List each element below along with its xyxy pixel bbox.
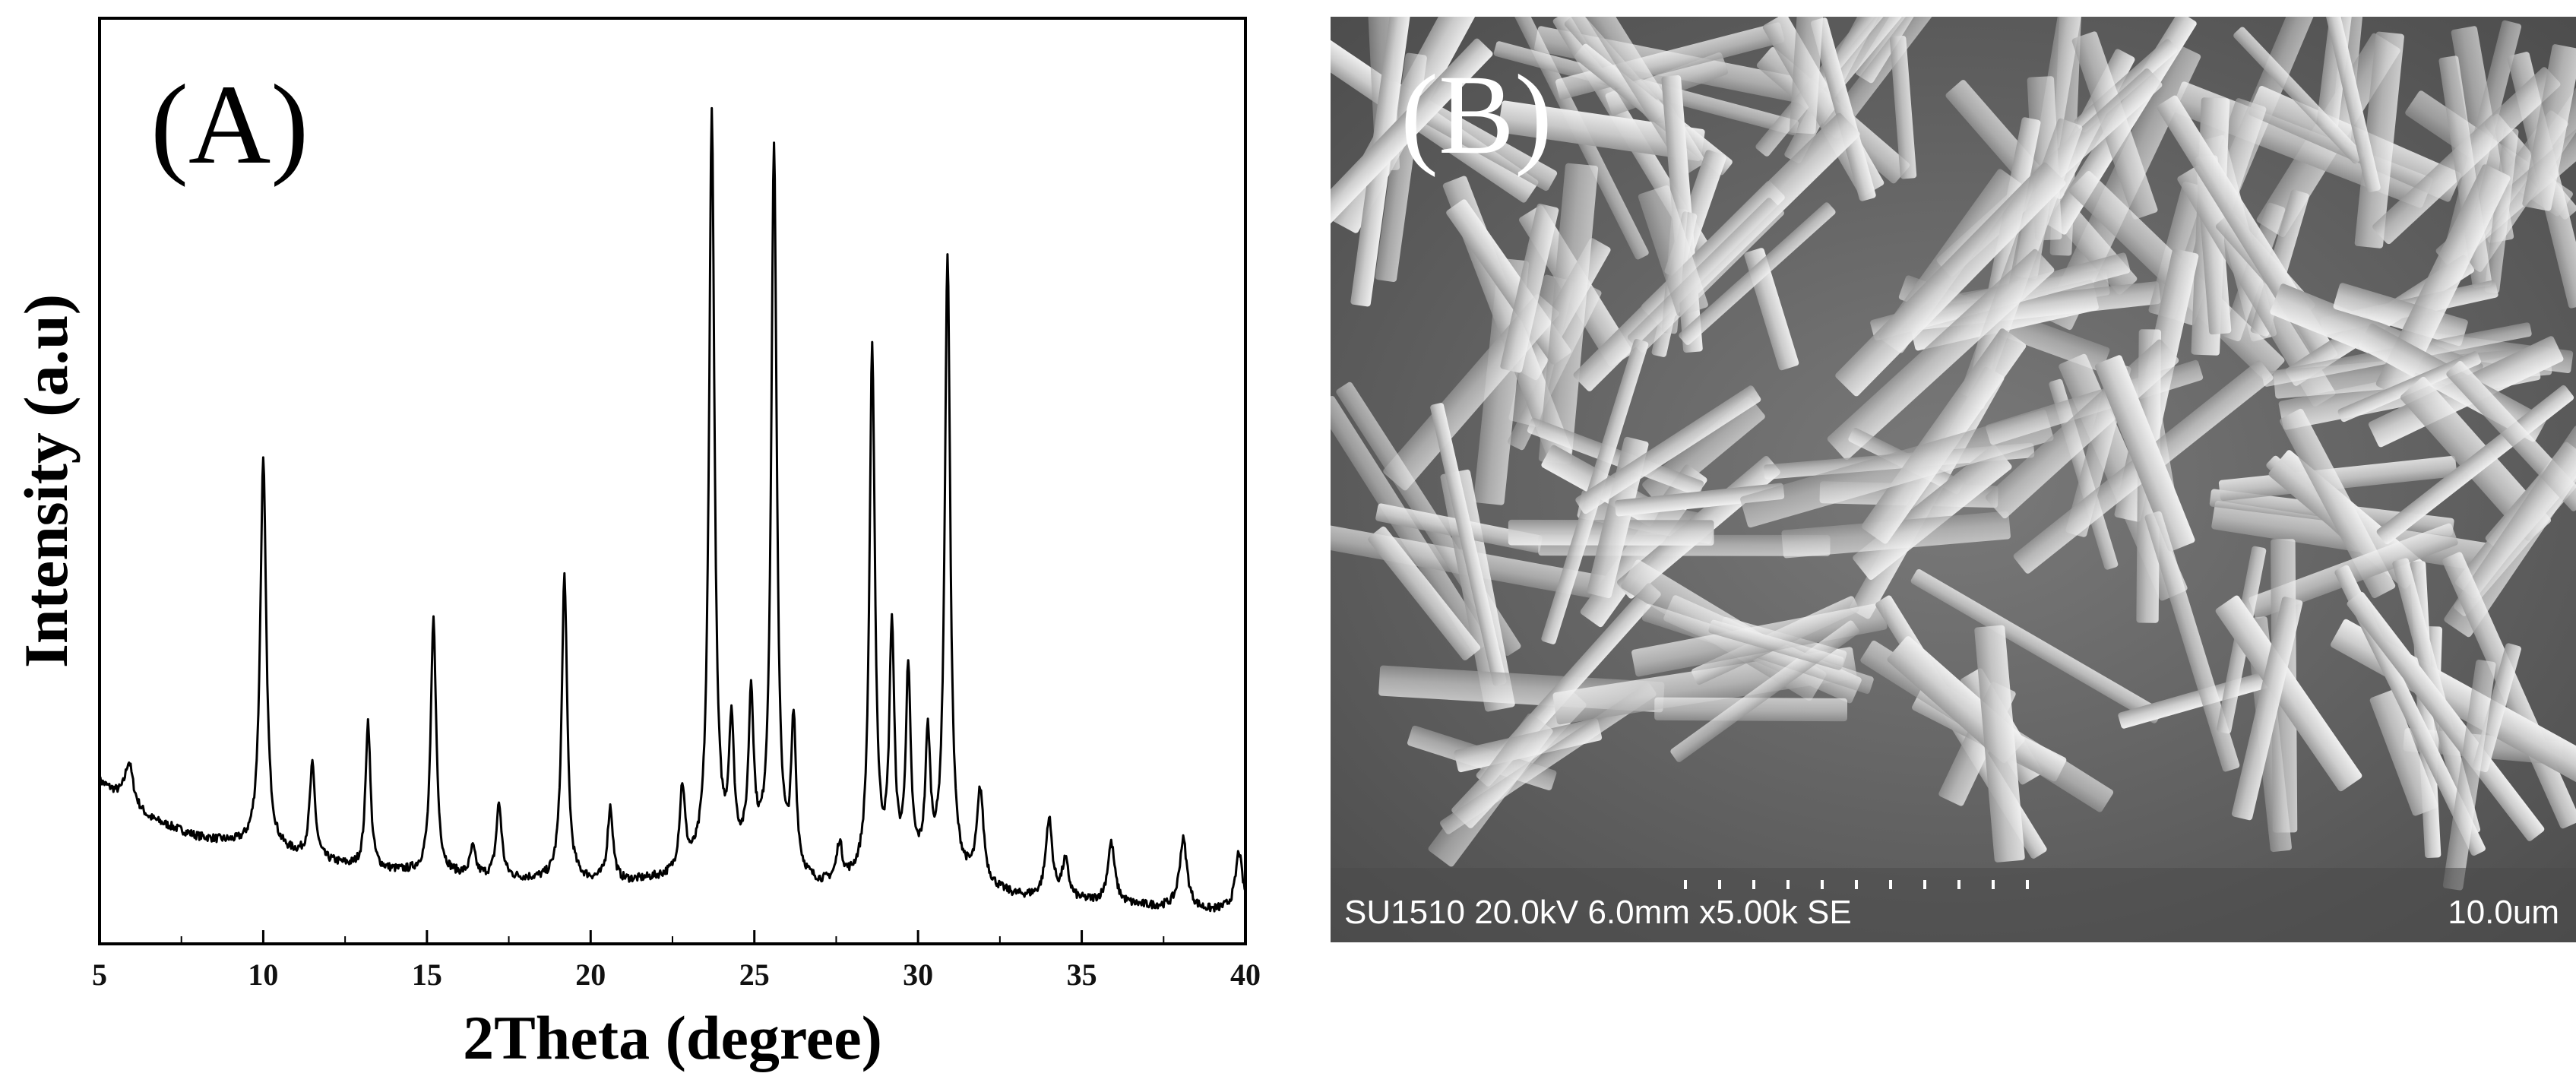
scale-bar <box>1684 880 2029 889</box>
xrd-pattern-line <box>98 106 1247 913</box>
crystal-rod <box>1827 249 2055 461</box>
scale-bar-tick <box>1992 880 1995 889</box>
scale-bar-tick <box>1889 880 1892 889</box>
crystal-rod <box>1500 204 1559 373</box>
crystal-rod <box>2248 86 2461 202</box>
x-tick-label: 10 <box>248 958 278 992</box>
crystal-rod <box>1855 17 1951 84</box>
x-tick-label: 20 <box>575 958 606 992</box>
crystal-rod <box>2442 660 2496 891</box>
crystal-rod <box>1740 410 2054 528</box>
crystal-rod <box>1331 38 1493 264</box>
xrd-chart: (A) 2Theta (degree) Intensity (a.u) 5 10 1… <box>11 17 1261 1072</box>
crystal-rod <box>1822 17 1987 139</box>
crystal-rod <box>1889 35 1917 179</box>
crystal-rod <box>2280 408 2396 599</box>
scale-bar-tick <box>1684 880 1687 889</box>
crystal-rods <box>1331 17 2576 891</box>
crystal-rod <box>1861 328 2027 544</box>
crystal-rod <box>1789 17 1824 135</box>
x-tick-label: 30 <box>903 958 933 992</box>
sem-image-panel: (B) SU1510 20.0kV 6.0mm x5.00k SE 10.0um <box>1331 17 2576 942</box>
crystal-rod <box>2376 385 2574 545</box>
crystal-rod <box>1627 198 1784 353</box>
x-axis-title: 2Theta (degree) <box>463 1003 882 1072</box>
scale-bar-tick <box>1957 880 1960 889</box>
crystal-rod <box>1575 385 1761 514</box>
crystal-rod <box>1428 713 1553 867</box>
sem-micrograph <box>1331 17 2576 942</box>
x-tick-label: 15 <box>412 958 442 992</box>
crystal-rod <box>2375 164 2511 398</box>
crystal-rod <box>1527 417 1704 496</box>
crystal-rod <box>2144 511 2240 772</box>
crystal-rod <box>2347 591 2545 841</box>
crystal-rod <box>1910 568 2163 723</box>
x-tick-label: 40 <box>1230 958 1261 992</box>
scale-bar-label: 10.0um <box>2448 894 2559 931</box>
crystal-rod <box>2484 128 2519 293</box>
crystal-rod <box>1974 625 2025 863</box>
crystal-rod <box>1430 403 1507 686</box>
crystal-rod <box>2248 523 2458 619</box>
crystal-rod <box>1498 100 1705 161</box>
scale-bar-tick <box>1786 880 1790 889</box>
panel-a-label: (A) <box>150 62 309 188</box>
crystal-rod <box>2337 351 2481 423</box>
crystal-rod <box>2215 595 2362 792</box>
crystal-rod <box>1638 185 1708 316</box>
x-tick-label: 35 <box>1067 958 1097 992</box>
y-axis-title: Intensity (a.u) <box>11 294 81 668</box>
crystal-rod <box>2354 31 2404 249</box>
crystal-rod <box>1708 619 1844 670</box>
scale-bar-tick <box>1718 880 1721 889</box>
scale-bar-tick <box>1821 880 1824 889</box>
x-tick-label: 5 <box>92 958 107 992</box>
scale-bar-tick <box>2026 880 2029 889</box>
x-tick-label: 25 <box>739 958 770 992</box>
crystal-rod <box>2302 17 2381 193</box>
crystal-rod <box>1538 163 1599 464</box>
crystal-rod <box>2522 44 2576 211</box>
scale-bar-tick <box>1923 880 1926 889</box>
crystal-rod <box>1835 162 2066 397</box>
x-axis-ticks <box>98 930 1247 944</box>
scale-bar-tick <box>1855 880 1858 889</box>
crystal-rod <box>2094 355 2195 552</box>
crystal-rod <box>2231 597 2303 821</box>
crystal-rod <box>2444 426 2576 638</box>
crystal-rod <box>1368 526 1481 661</box>
scale-bar-tick <box>1752 880 1755 889</box>
crystal-rod <box>1810 17 1876 201</box>
crystal-rod <box>2369 689 2438 816</box>
crystal-rod <box>2233 27 2365 164</box>
crystal-rod <box>1679 202 1836 345</box>
sem-info-text: SU1510 20.0kV 6.0mm x5.00k SE <box>1344 894 1852 931</box>
crystal-rod <box>1781 511 2011 559</box>
crystal-rod <box>1615 483 1785 517</box>
panel-b-label: (B) <box>1400 52 1552 178</box>
